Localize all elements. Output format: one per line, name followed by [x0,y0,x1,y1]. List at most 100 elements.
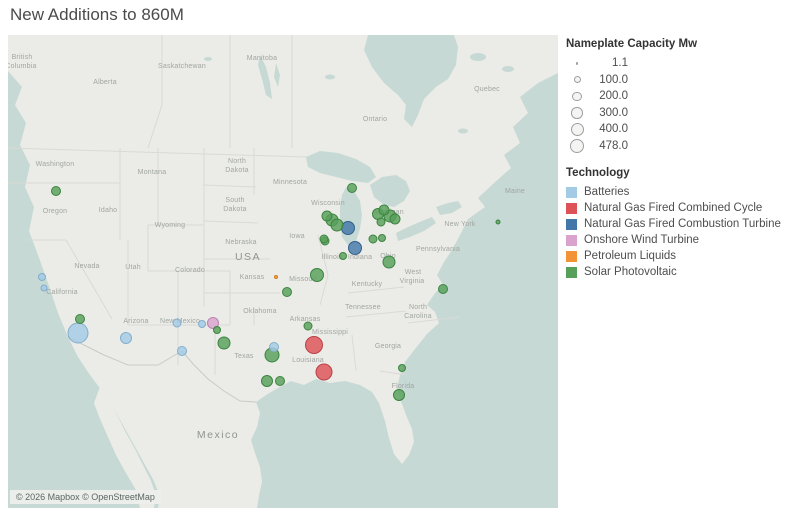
size-legend-value: 400.0 [599,123,628,136]
map-state-label: Oregon [43,208,68,215]
map-point-solar[interactable] [382,255,396,269]
map-state-label: Minnesota [273,179,307,186]
map-point-solar[interactable] [217,336,231,350]
map-point-solar[interactable] [310,268,324,282]
size-legend-circle-icon [566,62,588,65]
map-state-label: Georgia [375,343,401,350]
size-legend: Nameplate Capacity Mw 1.1 100.0 200.0 300.0… [566,38,788,154]
map-point-solar[interactable] [389,213,401,225]
map-state-label: Nevada [74,263,99,270]
size-legend-circle-icon [566,91,588,101]
map-state-label: New York [444,221,475,228]
map-state-label: Montana [138,169,167,176]
map-point-solar[interactable] [213,326,221,334]
legend-item-ngcc[interactable]: Natural Gas Fired Combined Cycle [566,200,788,216]
map-state-label: Arizona [123,318,148,325]
legend-item-label: Natural Gas Fired Combined Cycle [584,202,763,214]
map-svg: British Columbia Alberta Saskatchewan Manito… [8,35,558,508]
map-point-solar[interactable] [376,217,386,227]
size-legend-value: 1.1 [612,57,628,70]
map-point-batteries[interactable] [120,332,132,344]
map-state-label: Saskatchewan [158,63,206,70]
map-water [8,35,558,508]
size-legend-value: 200.0 [599,90,628,103]
legend-item-petroleum[interactable]: Petroleum Liquids [566,248,788,264]
map-state-label: Wisconsin [311,200,345,207]
map-state-label: Arkansas [290,316,321,323]
map-state-label: Tennessee [345,304,381,311]
map-state-label: Pennsylvania [416,246,460,253]
map-state-label: Manitoba [247,55,277,62]
size-legend-item: 478.0 [566,138,788,155]
map-point-batteries[interactable] [67,322,89,344]
map-state-label: Quebec [474,86,500,93]
map-point-batteries[interactable] [172,318,182,328]
map-point-solar[interactable] [398,364,406,372]
size-legend-item: 100.0 [566,72,788,89]
legend-item-ngct[interactable]: Natural Gas Fired Combustion Turbine [566,216,788,232]
map-state-label: Missouri [289,276,317,283]
map-point-solar[interactable] [378,204,390,216]
map-country-label: Mexico [197,429,239,441]
map-borders [8,35,461,376]
map-state-label: Maine [505,188,525,195]
map-state-label: Colorado [175,267,205,274]
map-attribution[interactable]: © 2026 Mapbox © OpenStreetMap [10,490,161,504]
map-point-solar[interactable] [347,183,357,193]
map-state-label: Louisiana [292,357,324,364]
map-labels: British Columbia Alberta Saskatchewan Manito… [8,54,525,441]
map-point-ngcc[interactable] [315,363,333,381]
map-point-solar[interactable] [261,375,273,387]
map-point-batteries[interactable] [269,342,279,352]
map-state-label: Idaho [99,207,118,214]
map-state-label: Dakota [223,206,246,213]
map-point-solar[interactable] [51,186,61,196]
map-us-mexico-border [67,336,257,403]
legend-item-label: Batteries [584,186,630,198]
map-point-batteries[interactable] [177,346,187,356]
color-swatch-petroleum [566,250,577,262]
legend-item-wind[interactable]: Onshore Wind Turbine [566,232,788,248]
map-point-solar[interactable] [75,314,85,324]
map-state-label: Virginia [400,278,425,285]
map-point-solar[interactable] [319,234,329,244]
map-state-label: Wyoming [155,222,186,229]
map-state-label: Illinois [321,254,342,261]
map-point-batteries[interactable] [40,284,48,292]
map-point-batteries[interactable] [198,320,206,328]
size-legend-item: 400.0 [566,121,788,138]
size-legend-item: 300.0 [566,105,788,122]
map-point-solar[interactable] [378,234,386,242]
size-legend-circle-icon [566,76,588,84]
map-point-solar[interactable] [438,284,448,294]
legend-item-solar[interactable]: Solar Photovoltaic [566,264,788,280]
map-point-solar[interactable] [368,234,378,244]
map-state-label: Indiana [348,254,372,261]
map-point-ngct[interactable] [348,241,362,255]
map-point-solar[interactable] [275,376,285,386]
map-state-label: Mississippi [312,329,348,336]
size-legend-circle-icon [566,122,588,136]
map-canvas[interactable]: British Columbia Alberta Saskatchewan Manito… [8,35,558,508]
map-point-solar[interactable] [330,218,344,232]
map-point-batteries[interactable] [38,273,46,281]
legend-item-batteries[interactable]: Batteries [566,184,788,200]
map-point-solar[interactable] [495,219,501,225]
size-legend-circle-icon [566,107,588,119]
map-point-solar[interactable] [303,321,313,331]
map-point-solar[interactable] [339,252,347,260]
map-point-petroleum[interactable] [274,275,278,279]
map-point-wind[interactable] [207,317,219,329]
map-point-solar[interactable] [321,210,333,222]
map-state-label: Dakota [225,167,248,174]
size-legend-value: 100.0 [599,73,628,86]
map-point-solar[interactable] [282,287,292,297]
map-state-label: Carolina [404,313,432,320]
map-state-label: North [228,158,246,165]
size-legend-value: 478.0 [599,139,628,152]
map-point-ngcc[interactable] [305,336,323,354]
map-point-ngct[interactable] [341,221,355,235]
map-state-label: Columbia [8,63,37,70]
map-point-solar[interactable] [393,389,405,401]
color-swatch-wind [566,234,577,246]
